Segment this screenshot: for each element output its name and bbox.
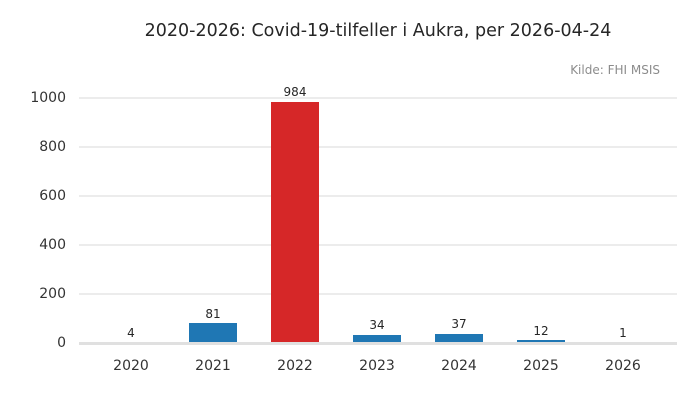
gridline-y-600 [79,195,677,197]
bar-value-label-2023: 34 [369,318,385,333]
gridline-y-800 [79,146,677,148]
gridline-y-400 [79,244,677,246]
x-tick-label-2023: 2023 [359,358,395,374]
bar-2022 [271,101,319,343]
y-tick-label-0: 0 [57,335,66,351]
chart-title: 2020-2026: Covid-19-tilfeller i Aukra, p… [144,21,612,41]
x-tick-label-2021: 2021 [195,358,231,374]
y-tick-label-400: 400 [39,237,66,253]
x-tick-label-2020: 2020 [113,358,149,374]
gridline-y-1000 [79,97,677,99]
bar-2021 [189,323,237,343]
bar-2024 [435,333,483,343]
bar-2023 [353,334,401,343]
x-axis-line [79,342,677,345]
x-tick-label-2024: 2024 [441,358,477,374]
bar-value-label-2022: 984 [283,85,307,100]
y-tick-label-800: 800 [39,139,66,155]
bar-value-label-2026: 1 [619,326,627,341]
y-tick-label-200: 200 [39,286,66,302]
x-tick-label-2022: 2022 [277,358,313,374]
source-note: Kilde: FHI MSIS [570,63,660,77]
bar-value-label-2025: 12 [533,323,549,338]
x-tick-label-2025: 2025 [523,358,559,374]
bar-2025 [517,340,565,343]
y-tick-label-1000: 1000 [30,90,66,106]
bar-value-label-2021: 81 [205,306,221,321]
bar-value-label-2024: 37 [451,317,467,332]
plot-area: 4 81 984 34 37 12 1 [79,85,677,345]
y-tick-label-600: 600 [39,188,66,204]
x-tick-label-2026: 2026 [605,358,641,374]
gridline-y-200 [79,293,677,295]
bar-value-label-2020: 4 [127,325,135,340]
